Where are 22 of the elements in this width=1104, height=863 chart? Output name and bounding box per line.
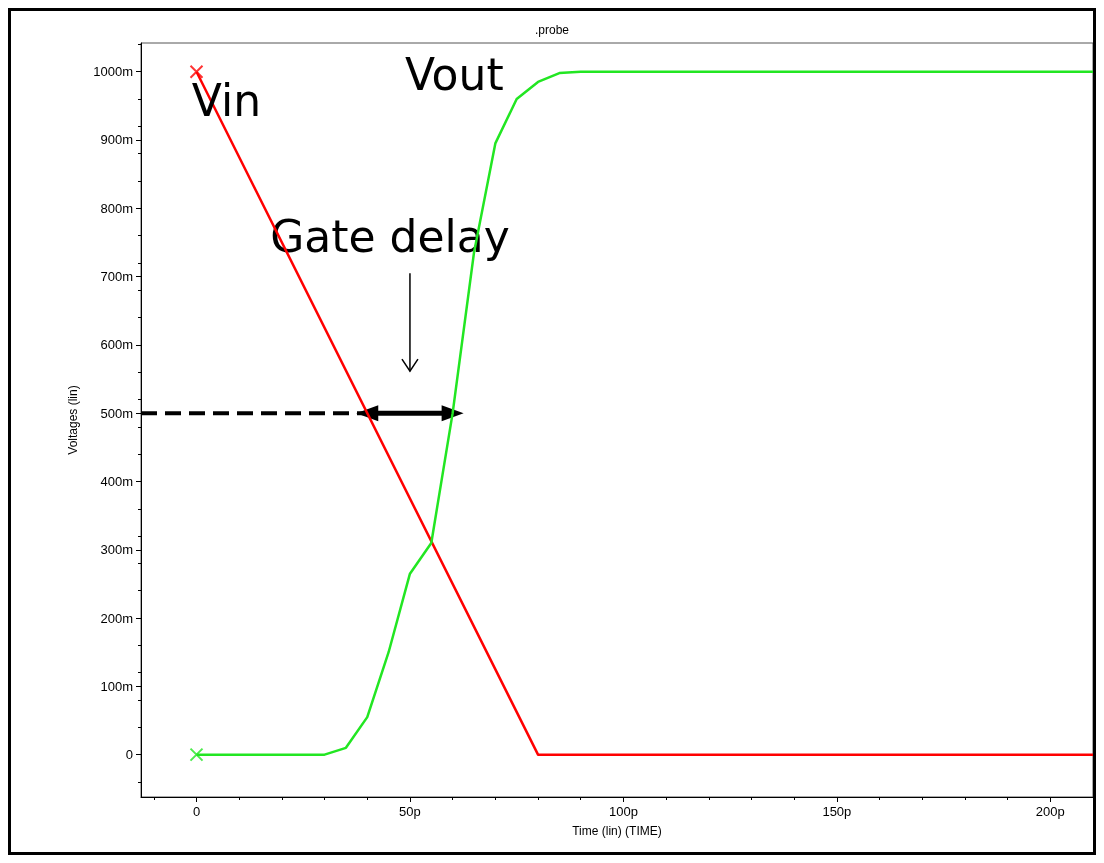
y-tick-label: 100m xyxy=(100,678,133,694)
y-tick-label: 300m xyxy=(100,542,133,558)
series-label: Vout xyxy=(404,48,504,100)
y-axis-title: Voltages (lin) xyxy=(66,385,80,455)
x-tick-label: 100p xyxy=(608,804,638,819)
y-tick-label: 900m xyxy=(100,132,133,148)
x-tick-label: 150p xyxy=(822,804,852,819)
y-tick-label: 0 xyxy=(125,747,133,763)
point xyxy=(189,747,204,762)
y-tick-label: 1000m xyxy=(93,64,133,80)
y-tick-label: 600m xyxy=(100,337,133,353)
y-tick-label: 400m xyxy=(100,473,133,489)
y-tick-label: 800m xyxy=(100,200,133,216)
x-tick-label: 0 xyxy=(192,804,201,819)
y-tick-label: 500m xyxy=(100,405,133,421)
x-tick-label: 200p xyxy=(1035,804,1065,819)
y-tick-label: 700m xyxy=(100,269,133,285)
x-tick-label: 50p xyxy=(399,804,421,819)
point xyxy=(189,64,204,79)
x-axis-title: Time (lin) (TIME) xyxy=(572,824,662,838)
chart-title: .probe xyxy=(534,23,570,37)
y-tick-label: 200m xyxy=(100,610,133,626)
